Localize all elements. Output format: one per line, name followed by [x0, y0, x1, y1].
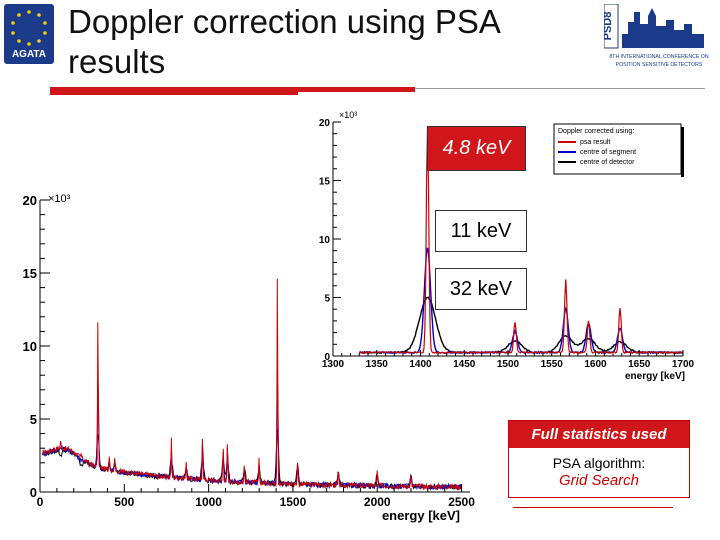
y-tick-label-zoom-2: 10	[319, 235, 331, 246]
stats-algorithm-name: Grid Search	[558, 472, 640, 489]
resolution-label-psa: 4.8 keV	[427, 126, 526, 171]
y-tick-label-zoom-4: 20	[319, 118, 331, 129]
y-tick-label-zoom-0: 0	[324, 352, 330, 363]
stats-heading: Full statistics used	[509, 421, 689, 448]
x-tick-label-zoom-6: 1600	[584, 359, 607, 370]
y-tick-label-full-1: 5	[30, 412, 37, 427]
psd8-sub2: POSITION SENSITIVE DETECTORS	[616, 62, 703, 68]
y-tick-label-full-4: 20	[23, 193, 37, 208]
zoom-legend-label-0: psa result	[580, 139, 610, 146]
x-tick-label-zoom-2: 1400	[409, 359, 432, 370]
spectrum-zoom-series-0	[358, 128, 684, 355]
x-axis-label-full: energy [keV]	[382, 508, 460, 523]
x-tick-label-zoom-3: 1450	[453, 359, 476, 370]
slide-title-line1: Doppler correction using PSA	[68, 3, 501, 40]
slide-title: Doppler correction using PSA results	[68, 2, 501, 82]
header-divider-accent-2	[50, 92, 298, 95]
x-tick-label-zoom-0: 1300	[322, 359, 345, 370]
x-tick-label-zoom-1: 1350	[366, 359, 389, 370]
x-tick-label-full-0: 0	[37, 495, 44, 509]
header-divider-accent	[50, 87, 415, 92]
x-axis-label-zoom: energy [keV]	[625, 371, 685, 382]
zoom-legend-title: Doppler corrected using:	[558, 128, 634, 135]
psd8-sub1: 8TH INTERNATIONAL CONFERENCE ON	[609, 54, 708, 60]
y-tick-label-full-3: 15	[23, 266, 37, 281]
zoom-legend	[553, 123, 682, 175]
spectrum-zoom-series-2	[359, 296, 684, 355]
resolution-label-segment: 11 keV	[435, 210, 527, 252]
y-tick-label-full-0: 0	[30, 485, 37, 500]
resolution-label-detector: 32 keV	[435, 268, 527, 310]
y-multiplier-full: ×10³	[48, 193, 71, 205]
x-tick-label-full-5: 2500	[448, 495, 475, 509]
x-tick-label-full-2: 1000	[195, 495, 222, 509]
agata-logo: AGATA	[4, 4, 54, 64]
x-tick-label-zoom-4: 1500	[497, 359, 520, 370]
spectrum-full-series-0	[42, 278, 462, 492]
header-divider	[415, 88, 705, 89]
zoom-legend-label-2: centre of detector	[580, 159, 635, 166]
x-tick-label-full-1: 500	[114, 495, 134, 509]
slide-title-line2: results	[68, 43, 166, 80]
psd8-logo: PSD8 8TH INTERNATIONAL CONFERENCE ON POS…	[602, 3, 714, 70]
stats-algorithm-label: PSA algorithm:	[552, 455, 646, 471]
y-tick-label-zoom-1: 5	[324, 294, 330, 305]
x-tick-label-full-4: 2000	[364, 495, 391, 509]
y-tick-label-zoom-3: 15	[319, 177, 331, 188]
agata-logo-text: AGATA	[12, 49, 46, 60]
x-tick-label-zoom-5: 1550	[541, 359, 564, 370]
y-tick-label-full-2: 10	[23, 339, 37, 354]
psd8-logo-text: PSD8	[604, 12, 614, 41]
x-tick-label-zoom-7: 1650	[628, 359, 651, 370]
zoom-legend-label-1: centre of segment	[580, 149, 636, 156]
zoom-legend-shadow	[681, 127, 684, 177]
footer-divider	[513, 507, 673, 508]
x-tick-label-full-3: 1500	[280, 495, 307, 509]
x-tick-label-zoom-8: 1700	[672, 359, 695, 370]
y-multiplier-zoom: ×10³	[339, 110, 357, 120]
